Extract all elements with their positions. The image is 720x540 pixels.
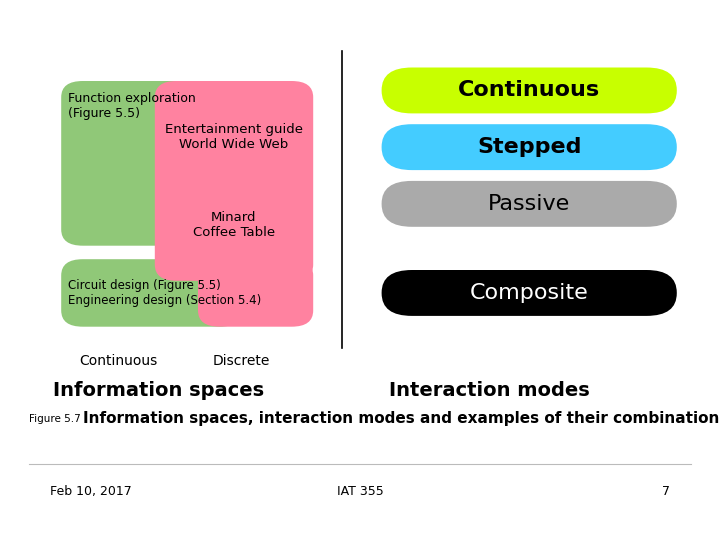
Text: Minard
Coffee Table: Minard Coffee Table: [193, 211, 275, 239]
Text: Continuous: Continuous: [458, 80, 600, 100]
FancyBboxPatch shape: [382, 68, 677, 113]
Text: Entertainment guide
World Wide Web: Entertainment guide World Wide Web: [165, 123, 303, 151]
Text: Passive: Passive: [488, 194, 570, 214]
FancyBboxPatch shape: [198, 259, 313, 327]
Text: Continuous: Continuous: [80, 354, 158, 368]
Text: Figure 5.7: Figure 5.7: [29, 414, 81, 423]
Text: Stepped: Stepped: [477, 137, 582, 157]
Text: Information spaces: Information spaces: [53, 381, 264, 400]
FancyBboxPatch shape: [382, 270, 677, 316]
FancyBboxPatch shape: [382, 181, 677, 227]
Text: Circuit design (Figure 5.5)
Engineering design (Section 5.4): Circuit design (Figure 5.5) Engineering …: [68, 279, 261, 307]
Text: Feb 10, 2017: Feb 10, 2017: [50, 485, 132, 498]
FancyBboxPatch shape: [382, 124, 677, 170]
Text: Discrete: Discrete: [212, 354, 270, 368]
Text: Composite: Composite: [470, 283, 588, 303]
Text: Interaction modes: Interaction modes: [390, 381, 590, 400]
Text: IAT 355: IAT 355: [337, 485, 383, 498]
FancyBboxPatch shape: [61, 259, 241, 327]
Text: Function exploration
(Figure 5.5): Function exploration (Figure 5.5): [68, 92, 196, 120]
FancyBboxPatch shape: [61, 81, 202, 246]
Text: Information spaces, interaction modes and examples of their combination: Information spaces, interaction modes an…: [83, 411, 719, 426]
Text: 7: 7: [662, 485, 670, 498]
FancyBboxPatch shape: [155, 81, 313, 281]
